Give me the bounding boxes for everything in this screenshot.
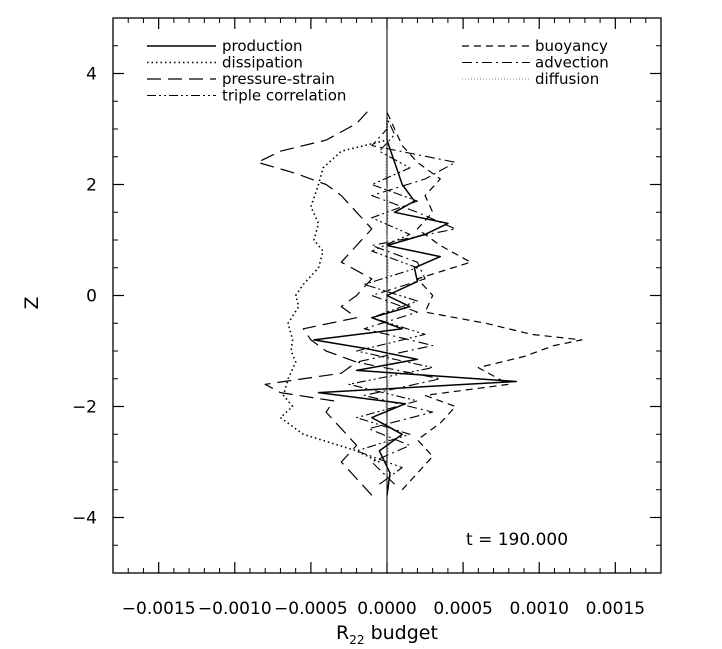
series-line-production — [313, 117, 518, 496]
x-tick-label: −0.0010 — [198, 599, 272, 619]
y-tick-label: −4 — [72, 509, 97, 529]
legend-label-triple-correlation: triple correlation — [222, 87, 346, 105]
series-line-diffusion — [385, 117, 391, 474]
x-tick-label: 0.0015 — [586, 599, 645, 619]
series-line-triple-correlation — [348, 117, 434, 485]
legend: productiondissipationpressure-straintrip… — [147, 37, 609, 105]
legend-label-pressure-strain: pressure-strain — [222, 70, 335, 88]
y-tick-label: −2 — [72, 398, 97, 418]
x-axis-title: R22 budget — [336, 622, 438, 647]
x-axis-title-suffix: budget — [365, 622, 438, 644]
x-tick-label: 0.0000 — [357, 599, 416, 619]
x-axis-title-main: R — [336, 622, 349, 644]
annotation-time: t = 190.000 — [466, 530, 568, 550]
legend-label-diffusion: diffusion — [535, 70, 599, 88]
series-line-pressure-strain — [257, 106, 373, 496]
legend-label-production: production — [222, 37, 303, 55]
x-tick-label: 0.0010 — [509, 599, 568, 619]
x-tick-label: −0.0015 — [122, 599, 196, 619]
y-tick-label: 0 — [86, 287, 97, 307]
x-axis-title-sub: 22 — [349, 633, 364, 647]
series-line-advection — [356, 128, 457, 485]
x-tick-label: −0.0005 — [274, 599, 348, 619]
legend-label-dissipation: dissipation — [222, 54, 303, 72]
y-tick-label: 4 — [86, 65, 97, 85]
x-axis: −0.0015 −0.0010 −0.0005 0.0000 0.0005 0.0010 0… — [122, 18, 647, 619]
y-axis: −4 −2 0 2 4 — [72, 45, 661, 546]
x-tick-label: 0.0005 — [433, 599, 492, 619]
y-tick-label: 2 — [86, 176, 97, 196]
y-axis-title: Z — [21, 296, 43, 309]
data-layer — [257, 106, 583, 496]
legend-label-advection: advection — [535, 54, 609, 72]
legend-label-buoyancy: buoyancy — [535, 37, 608, 55]
